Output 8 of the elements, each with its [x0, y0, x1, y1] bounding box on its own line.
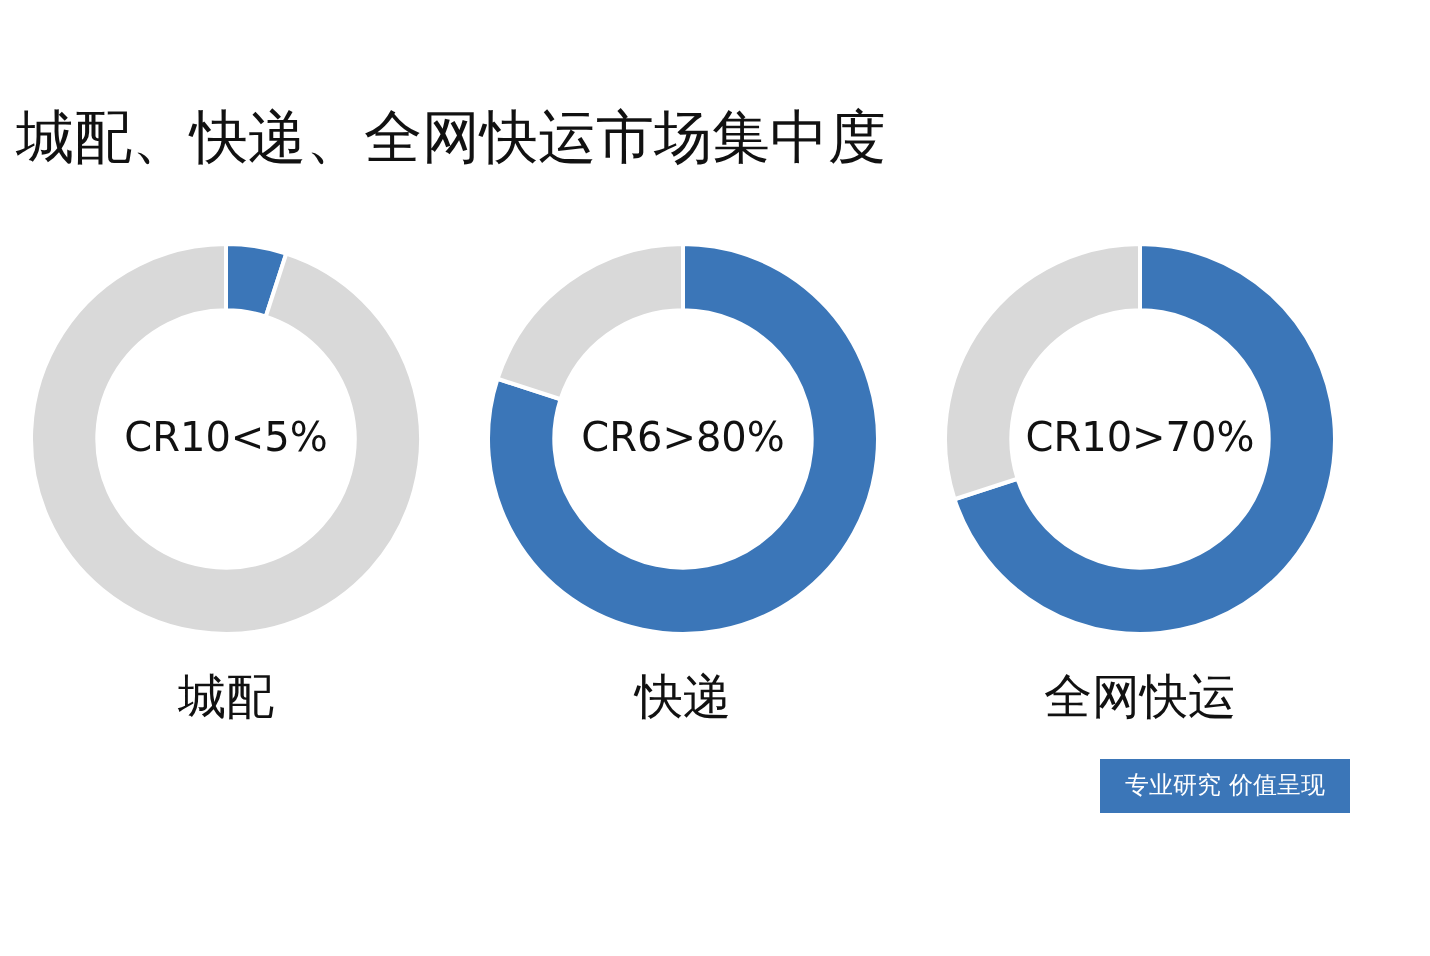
text: 专业研究 价值呈现 — [1125, 771, 1325, 799]
text: CR10<5% — [124, 414, 328, 460]
text: CR10>70% — [1025, 414, 1255, 460]
text: 城配 — [177, 668, 274, 724]
text: CR6>80% — [581, 414, 785, 460]
text: 全网快运 — [1044, 668, 1236, 724]
text: 快递 — [633, 668, 731, 724]
chart-title: 城配、快递、全网快运市场集中度 — [14, 102, 886, 171]
